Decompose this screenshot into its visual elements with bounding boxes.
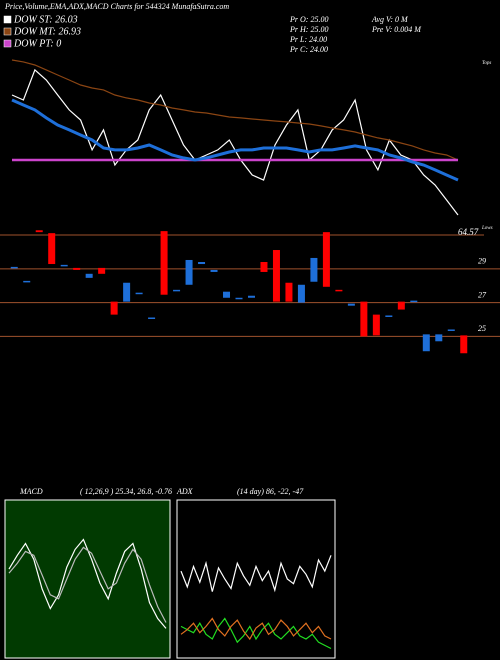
candle-body [372,314,380,336]
candle-body [48,233,56,265]
candle-body [60,264,68,267]
annotation: 64.57 [458,227,479,237]
series-line [180,617,332,641]
candle-body [460,335,468,354]
candle-body [35,230,43,233]
candle-body [73,267,81,270]
series-line [11,98,459,182]
candle-body [23,280,31,283]
candle-body [235,297,243,300]
candle-body [310,257,318,282]
candle-body [297,284,305,303]
panel-title: MACD [19,487,43,496]
candle-body [447,329,455,331]
candle-body [185,259,193,285]
chart-title: Price,Volume,EMA,ADX,MACD Charts for 544… [4,2,229,11]
series-line [11,59,459,161]
candle-body [322,232,330,287]
candle-body [422,334,430,352]
y-tick-label: 29 [478,257,486,266]
candle-body [123,282,131,302]
candle-body [198,262,206,265]
candle-body [98,267,106,274]
series-line [8,538,167,629]
volume: Avg V: 0 M [371,15,409,24]
candle-body [260,262,268,272]
series-line [180,617,332,650]
candle-body [385,315,393,317]
candle-body [435,334,443,342]
candle-body [10,266,18,269]
legend-entry: DOW ST: 26.03 [13,14,78,25]
candle-body [135,292,143,295]
series-line [8,546,167,623]
panel-subtitle: (14 day) 86, -22, -47 [237,487,304,496]
legend-swatch [3,39,12,48]
candle-body [285,282,293,302]
panel [4,499,171,659]
candle-body [347,303,355,306]
volume: Pre V: 0.004 M [371,25,422,34]
candle-body [360,301,368,337]
lows: Lows [481,226,493,231]
legend-swatch [3,15,12,24]
quote: Pr O: 25.00 [289,15,328,24]
candle-body [247,295,255,298]
quote: Pr H: 25.00 [289,25,328,34]
candle-body [110,301,118,315]
series-line [180,555,332,593]
y-tick-label: 27 [478,290,487,299]
candle-body [397,301,405,310]
candle-body [272,250,280,302]
candle-body [173,289,181,292]
candle-body [223,291,231,298]
quote: Pr L: 24.00 [289,35,327,44]
tops: Tops [482,61,491,66]
candle-body [148,317,156,319]
candle-body [210,269,218,272]
candle-body [335,289,343,292]
legend-swatch [3,27,12,36]
y-tick-label: 25 [478,324,486,333]
candle-body [410,300,418,303]
quote: Pr C: 24.00 [289,45,328,54]
candle-body [85,273,93,278]
panel-title: ADX [176,487,194,496]
panel-subtitle: ( 12,26,9 ) 25.34, 26.8, -0.76 [80,487,172,496]
legend-entry: DOW MT: 26.93 [13,26,81,37]
legend-entry: DOW PT: 0 [13,38,61,49]
candle-body [160,231,168,295]
